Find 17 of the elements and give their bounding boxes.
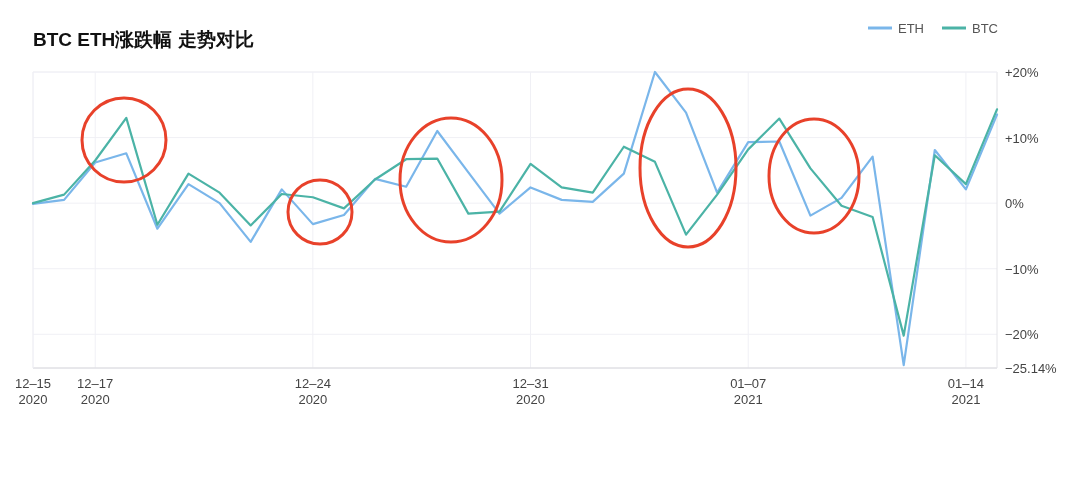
x-tick-label: 12–17 2020 (77, 376, 114, 407)
y-tick-label: −20% (1005, 327, 1040, 343)
line-series (31, 108, 999, 337)
x-tick-label: 12–24 2020 (294, 376, 331, 407)
y-tick-label: −25.14% (1005, 361, 1058, 376)
x-tick-label: 12–31 2020 (512, 376, 549, 407)
x-tick-label: 01–07 2021 (730, 376, 767, 407)
y-tick-label: +10% (1005, 130, 1040, 146)
x-tick-label: 01–14 2021 (947, 376, 984, 407)
line-series (31, 70, 999, 367)
legend-label: ETH (898, 21, 924, 36)
y-tick-label: −10% (1005, 261, 1040, 277)
y-tick-label: +20% (1005, 65, 1040, 80)
x-tick-label: 12–15 2020 (14, 376, 52, 407)
legend-label: BTC (972, 21, 998, 36)
y-tick-label: 0% (1005, 196, 1025, 212)
chart-title: BTC ETH涨跌幅 走势对比 (33, 29, 254, 50)
